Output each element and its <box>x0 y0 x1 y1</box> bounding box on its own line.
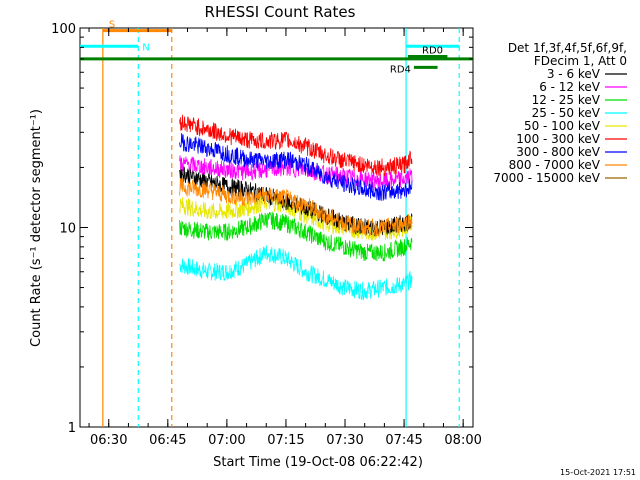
series-line <box>179 114 413 177</box>
annotation-layer: S N RD4 RD0 <box>80 20 473 427</box>
y-tick-label: 100 <box>51 22 76 37</box>
x-tick-label: 08:00 <box>444 433 481 448</box>
flag-label: N <box>142 42 149 53</box>
x-tick-label: 06:30 <box>90 433 127 448</box>
legend-label: 50 - 100 keV <box>524 119 601 133</box>
plot-frame <box>79 27 474 428</box>
series-line <box>179 177 413 237</box>
legend-label: 3 - 6 keV <box>547 67 601 81</box>
x-tick-label: 07:30 <box>326 433 363 448</box>
axis-layer: 06:30 06:45 07:00 07:15 07:30 07:45 08:00 1 10 10… <box>51 22 482 448</box>
x-tick-label: 07:15 <box>267 433 304 448</box>
x-tick-label: 07:00 <box>208 433 245 448</box>
chart-title: RHESSI Count Rates <box>205 3 356 21</box>
series-line <box>179 133 413 201</box>
legend-label: 12 - 25 keV <box>532 93 601 107</box>
series-layer <box>179 114 413 301</box>
y-tick-label: 10 <box>59 222 76 237</box>
flag-label: RD0 <box>422 45 443 56</box>
legend-header-line-2: FDecim 1, Att 0 <box>534 54 627 68</box>
plot-area <box>79 27 474 428</box>
legend-header-line-1: Det 1f,3f,4f,5f,6f,9f, <box>508 41 627 55</box>
legend-label: 7000 - 15000 keV <box>493 171 600 185</box>
series-line <box>179 211 413 262</box>
legend-label: 100 - 300 keV <box>516 132 600 146</box>
legend-label: 300 - 800 keV <box>516 145 600 159</box>
series-line <box>179 245 413 301</box>
flag-label: RD4 <box>390 64 411 75</box>
flag-label: S <box>109 20 115 31</box>
timestamp: 15-Oct-2021 17:51 <box>560 468 636 477</box>
legend-label: 6 - 12 keV <box>539 80 601 94</box>
x-tick-label: 06:45 <box>149 433 186 448</box>
legend: Det 1f,3f,4f,5f,6f,9f, FDecim 1, Att 0 3… <box>493 41 627 185</box>
legend-label: 800 - 7000 keV <box>509 158 601 172</box>
y-tick-label: 1 <box>68 421 76 436</box>
y-axis-label: Count Rate (s⁻¹ detector segment⁻¹) <box>29 109 44 347</box>
legend-label: 25 - 50 keV <box>532 106 601 120</box>
series-line <box>179 155 413 190</box>
x-tick-label: 07:45 <box>385 433 422 448</box>
x-axis-label: Start Time (19-Oct-08 06:22:42) <box>213 455 423 470</box>
